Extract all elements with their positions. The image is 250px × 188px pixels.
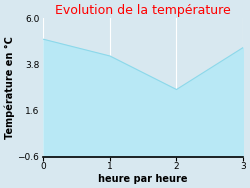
Y-axis label: Température en °C: Température en °C [4,36,15,139]
Title: Evolution de la température: Evolution de la température [55,4,231,17]
X-axis label: heure par heure: heure par heure [98,174,188,184]
